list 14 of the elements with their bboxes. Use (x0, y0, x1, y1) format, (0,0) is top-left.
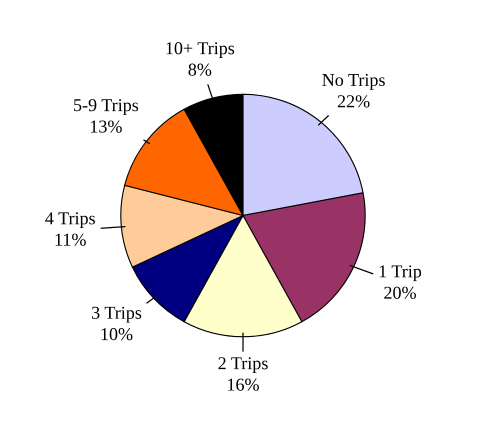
slice-label: No Trips (322, 74, 385, 90)
slice-label: 3 Trips (92, 306, 142, 323)
slice-label: 4 Trips (45, 212, 95, 228)
slice-label: 2 Trips (218, 357, 268, 374)
data-label: 13% (90, 120, 122, 133)
slice-label: 1 Trip (380, 265, 422, 282)
data-label: 22% (338, 95, 370, 108)
data-label: 8% (188, 64, 212, 76)
data-label: 11% (56, 234, 86, 246)
data-label: 20% (384, 286, 416, 299)
data-label: 16% (228, 378, 259, 391)
slice-label: 10+ Trips (166, 42, 234, 58)
data-label: 10% (102, 328, 132, 340)
slice-label: 5-9 Trips (74, 99, 138, 115)
